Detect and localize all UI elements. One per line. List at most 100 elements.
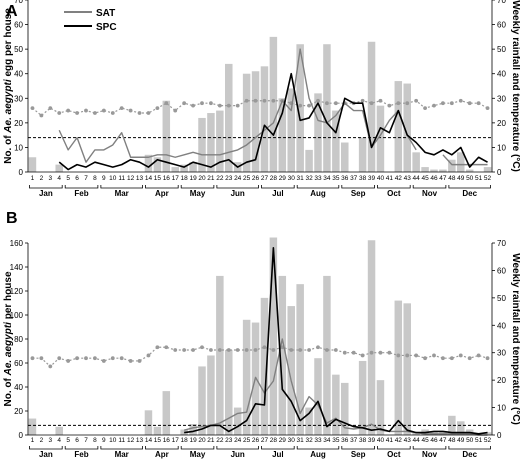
- rainfall-bar: [483, 167, 492, 172]
- temperature-point: [226, 348, 231, 352]
- temperature-point: [485, 106, 490, 111]
- rainfall-bar: [332, 110, 340, 172]
- series-line-sat: [183, 338, 488, 436]
- temperature-point: [119, 356, 124, 361]
- right-tick-label: 70: [497, 0, 506, 5]
- week-tick-label: 12: [127, 437, 135, 444]
- temperature-point: [48, 364, 53, 369]
- rainfall-bar: [439, 169, 447, 172]
- left-tick-label: 140: [10, 263, 24, 272]
- week-tick-label: 37: [350, 437, 358, 444]
- rainfall-bar: [394, 300, 403, 435]
- temperature-point: [128, 359, 133, 363]
- rainfall-bar: [225, 349, 233, 435]
- month-bracket: [377, 446, 411, 450]
- rainfall-bar: [162, 391, 171, 435]
- month-label: Jan: [39, 189, 53, 198]
- temperature-point: [200, 345, 204, 350]
- panel-label-b: B: [6, 210, 18, 227]
- month-bracket: [261, 446, 295, 450]
- week-tick-label: 21: [207, 437, 215, 444]
- rainfall-bar: [403, 303, 411, 435]
- rainfall-bar: [180, 164, 188, 172]
- rainfall-bar: [242, 73, 251, 172]
- week-tick-label: 11: [118, 175, 125, 182]
- temperature-point: [378, 98, 383, 103]
- rainfall-bar: [198, 117, 206, 172]
- week-tick-label: 30: [288, 437, 296, 444]
- temperature-point: [155, 345, 160, 350]
- rainfall-bar: [323, 44, 331, 173]
- month-bracket: [377, 185, 411, 189]
- temperature-point: [414, 353, 419, 358]
- temperature-point: [262, 98, 267, 103]
- week-tick-label: 10: [109, 175, 117, 182]
- week-tick-label: 4: [57, 437, 61, 444]
- week-tick-label: 35: [332, 437, 340, 444]
- rainfall-bar: [367, 41, 376, 172]
- week-tick-label: 15: [154, 437, 162, 444]
- right-tick-label: 20: [497, 376, 506, 385]
- temperature-point: [449, 356, 454, 361]
- temperature-point: [75, 356, 79, 361]
- week-tick-label: 49: [457, 175, 465, 182]
- week-tick-label: 7: [84, 437, 88, 444]
- panel-a: A SAT SPC No. of Ae. aegypti egg per hou…: [3, 0, 520, 198]
- week-tick-label: 25: [243, 437, 251, 444]
- temperature-point: [316, 98, 320, 103]
- week-tick-label: 42: [395, 437, 403, 444]
- week-tick-label: 49: [457, 437, 465, 444]
- month-label: Apr: [155, 189, 169, 198]
- temperature-point: [226, 103, 231, 108]
- week-tick-label: 31: [297, 437, 305, 444]
- temperature-point: [84, 108, 88, 113]
- temperature-point: [39, 113, 44, 118]
- month-bracket: [261, 185, 295, 189]
- month-label: Feb: [74, 450, 88, 459]
- week-tick-label: 38: [359, 437, 367, 444]
- week-tick-label: 44: [413, 437, 421, 444]
- temperature-point: [333, 101, 338, 106]
- week-tick-label: 32: [305, 175, 313, 182]
- month-label: Jun: [231, 450, 245, 459]
- rainfall-bar: [251, 71, 260, 172]
- month-label: Jul: [272, 189, 284, 198]
- temperature-point: [137, 111, 142, 115]
- month-bracket: [341, 446, 375, 450]
- temperature-point: [253, 98, 258, 103]
- week-tick-label: 24: [234, 437, 242, 444]
- month-label: Dec: [462, 189, 477, 198]
- temperature-point: [298, 348, 303, 352]
- temperature-point: [467, 356, 472, 361]
- temperature-point: [405, 101, 410, 106]
- rainfall-bar: [55, 164, 63, 172]
- week-tick-label: 52: [484, 437, 492, 444]
- rainfall-bar: [296, 284, 304, 435]
- week-tick-label: 9: [102, 437, 106, 444]
- temperature-point: [298, 103, 303, 108]
- month-label: Mar: [115, 189, 129, 198]
- week-tick-label: 39: [368, 175, 376, 182]
- week-tick-label: 20: [198, 437, 206, 444]
- rainfall-bar: [376, 105, 385, 172]
- left-tick-label: 120: [10, 287, 24, 296]
- week-tick-label: 34: [323, 175, 331, 182]
- month-label: Aug: [310, 450, 326, 459]
- week-tick-label: 33: [314, 437, 322, 444]
- right-tick-label: 40: [497, 321, 506, 330]
- week-tick-label: 13: [136, 437, 144, 444]
- week-tick-label: 24: [234, 175, 242, 182]
- right-tick-label: 0: [497, 431, 502, 440]
- temperature-point: [110, 111, 115, 115]
- week-tick-label: 27: [261, 175, 269, 182]
- month-bracket: [296, 446, 340, 450]
- week-tick-label: 9: [102, 175, 106, 182]
- week-tick-label: 42: [395, 175, 403, 182]
- temperature-point: [467, 101, 472, 106]
- month-label: May: [190, 189, 206, 198]
- temperature-point: [146, 111, 151, 115]
- temperature-point: [182, 348, 187, 352]
- temperature-point: [441, 356, 445, 361]
- week-tick-label: 29: [279, 175, 287, 182]
- right-tick-label: 70: [497, 239, 506, 248]
